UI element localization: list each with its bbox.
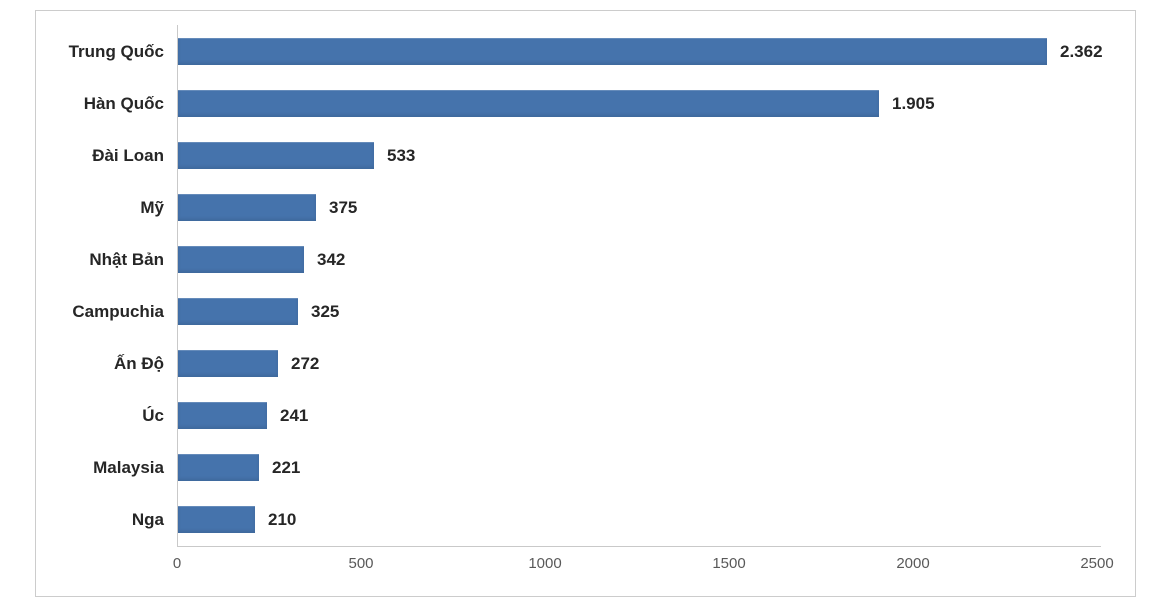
value-label: 272 <box>291 354 320 373</box>
bar <box>178 194 316 221</box>
category-label: Ấn Độ <box>113 354 164 373</box>
x-tick-label: 1000 <box>528 555 562 572</box>
bar <box>178 506 255 533</box>
bar <box>178 142 374 169</box>
value-label: 375 <box>329 198 358 217</box>
value-label: 325 <box>311 302 340 321</box>
bar <box>178 402 267 429</box>
chart-frame: Trung Quốc 2.362 Hàn Quốc 1.905 Đài Loan 533 M… <box>35 10 1136 597</box>
x-tick-label: 2000 <box>896 555 930 572</box>
category-label: Campuchia <box>72 302 164 321</box>
y-axis-line <box>177 25 178 546</box>
bar <box>178 298 298 325</box>
value-label: 1.905 <box>892 94 935 113</box>
bar <box>178 38 1047 65</box>
x-axis-line <box>177 546 1101 547</box>
x-tick-label: 500 <box>348 555 374 572</box>
category-label: Mỹ <box>140 198 164 217</box>
x-tick-label: 2500 <box>1080 555 1114 572</box>
bar <box>178 454 259 481</box>
category-label: Trung Quốc <box>68 42 164 61</box>
bar <box>178 90 879 117</box>
value-label: 533 <box>387 146 416 165</box>
category-label: Đài Loan <box>92 146 164 165</box>
x-tick-label: 0 <box>172 555 182 572</box>
category-label: Úc <box>142 406 164 425</box>
value-label: 2.362 <box>1060 42 1103 61</box>
category-label: Malaysia <box>93 458 164 477</box>
value-label: 210 <box>268 510 297 529</box>
bar <box>178 350 278 377</box>
value-label: 342 <box>317 250 346 269</box>
value-label: 221 <box>272 458 301 477</box>
value-label: 241 <box>280 406 309 425</box>
bar <box>178 246 304 273</box>
category-label: Nga <box>131 510 164 529</box>
x-tick-label: 1500 <box>712 555 746 572</box>
category-label: Hàn Quốc <box>83 94 164 113</box>
category-label: Nhật Bản <box>89 250 164 269</box>
